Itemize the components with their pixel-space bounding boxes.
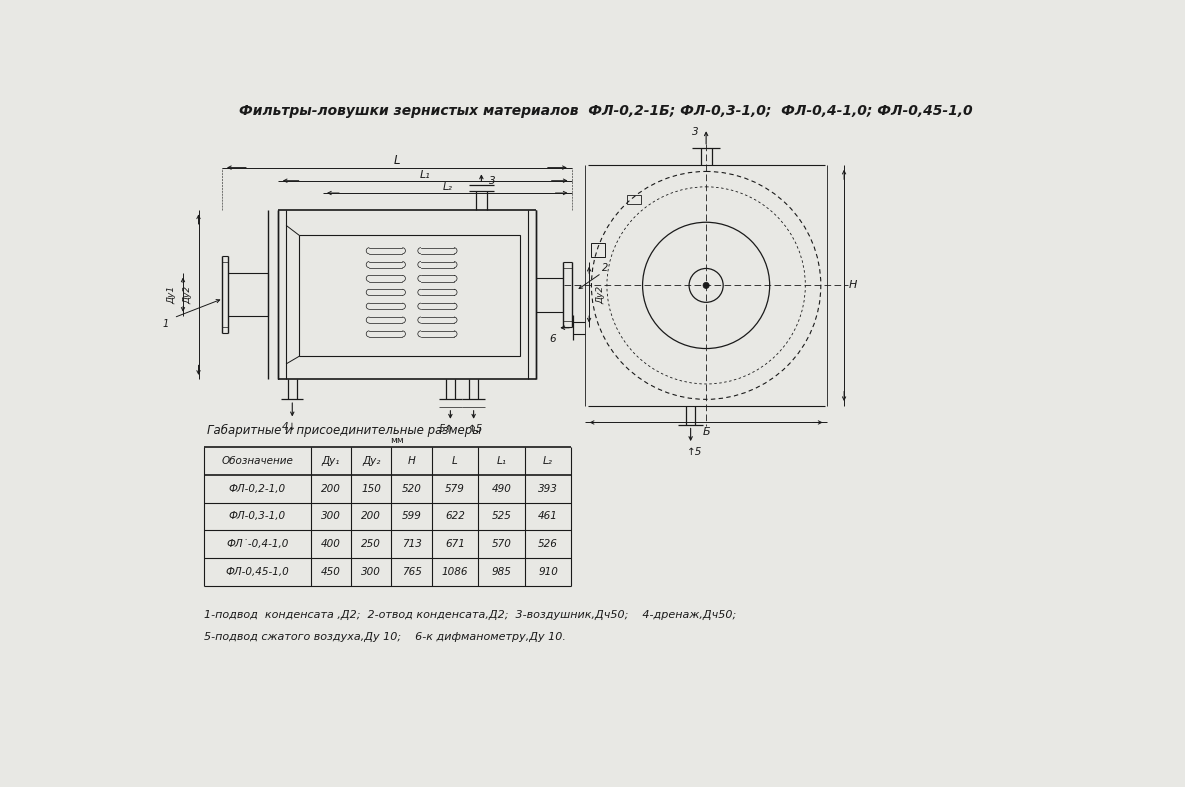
Text: 765: 765: [402, 567, 422, 577]
Text: 150: 150: [361, 484, 382, 493]
Text: 300: 300: [361, 567, 382, 577]
Text: Ду1: Ду1: [167, 286, 177, 304]
Text: ФЛ-0,3-1,0: ФЛ-0,3-1,0: [229, 512, 286, 522]
Text: ФЛ-0,45-1,0: ФЛ-0,45-1,0: [225, 567, 289, 577]
Text: Н: Н: [850, 280, 858, 290]
Bar: [300, 235, 520, 357]
Text: 579: 579: [446, 484, 465, 493]
Text: Н: Н: [408, 456, 416, 466]
Text: 461: 461: [538, 512, 558, 522]
Text: 400: 400: [321, 539, 341, 549]
Text: Ду2: Ду2: [596, 286, 606, 304]
Text: 1: 1: [162, 319, 169, 329]
Text: Ду2: Ду2: [184, 286, 192, 304]
Text: 200: 200: [321, 484, 341, 493]
Text: ФЛ˙-0,4-1,0: ФЛ˙-0,4-1,0: [226, 539, 289, 549]
Text: 490: 490: [492, 484, 512, 493]
Text: 713: 713: [402, 539, 422, 549]
Text: 622: 622: [446, 512, 465, 522]
Text: 3: 3: [692, 127, 699, 137]
Text: 599: 599: [402, 512, 422, 522]
Text: Б: Б: [703, 427, 710, 437]
Text: 5-подвод сжатого воздуха,Ду 10;    6-к дифманометру,Ду 10.: 5-подвод сжатого воздуха,Ду 10; 6-к дифм…: [204, 631, 565, 641]
Text: 6: 6: [550, 334, 556, 344]
Text: 5↑: 5↑: [438, 423, 454, 434]
Text: 300: 300: [321, 512, 341, 522]
Text: L: L: [393, 154, 401, 167]
Text: 525: 525: [492, 512, 512, 522]
Text: ФЛ-0,2-1,0: ФЛ-0,2-1,0: [229, 484, 286, 493]
Text: Обозначение: Обозначение: [222, 456, 294, 466]
Text: 250: 250: [361, 539, 382, 549]
Bar: [591, 243, 606, 257]
Text: ↑5: ↑5: [468, 423, 482, 434]
Text: Фильтры-ловушки зернистых материалов  ФЛ-0,2-1Б; ФЛ-0,3-1,0;  ФЛ-0,4-1,0; ФЛ-0,4: Фильтры-ловушки зернистых материалов ФЛ-…: [238, 105, 972, 118]
Text: мм: мм: [390, 436, 404, 445]
Text: 4↓: 4↓: [282, 422, 297, 432]
Text: 450: 450: [321, 567, 341, 577]
Text: Ду₂: Ду₂: [363, 456, 380, 466]
Text: L₂: L₂: [543, 456, 553, 466]
Text: 1-подвод  конденсата ,Д2;  2-отвод конденсата,Д2;  3-воздушник,Дч50;    4-дренаж: 1-подвод конденсата ,Д2; 2-отвод конденс…: [204, 610, 736, 620]
Text: 200: 200: [361, 512, 382, 522]
Text: 1086: 1086: [442, 567, 468, 577]
Text: 671: 671: [446, 539, 465, 549]
Text: L₂: L₂: [442, 182, 453, 192]
Text: ↑5: ↑5: [687, 447, 703, 456]
Text: 526: 526: [538, 539, 558, 549]
Text: 393: 393: [538, 484, 558, 493]
Circle shape: [703, 283, 710, 289]
Text: L₁: L₁: [497, 456, 506, 466]
Text: 985: 985: [492, 567, 512, 577]
Text: 3: 3: [489, 176, 495, 186]
Text: 570: 570: [492, 539, 512, 549]
Text: L₁: L₁: [419, 169, 430, 179]
Text: L: L: [453, 456, 457, 466]
Text: Габаритные и присоединительные размеры: Габаритные и присоединительные размеры: [207, 423, 481, 437]
Text: 520: 520: [402, 484, 422, 493]
Text: 2: 2: [602, 264, 608, 273]
Bar: [627, 195, 641, 205]
Text: Ду₁: Ду₁: [322, 456, 340, 466]
Text: 910: 910: [538, 567, 558, 577]
